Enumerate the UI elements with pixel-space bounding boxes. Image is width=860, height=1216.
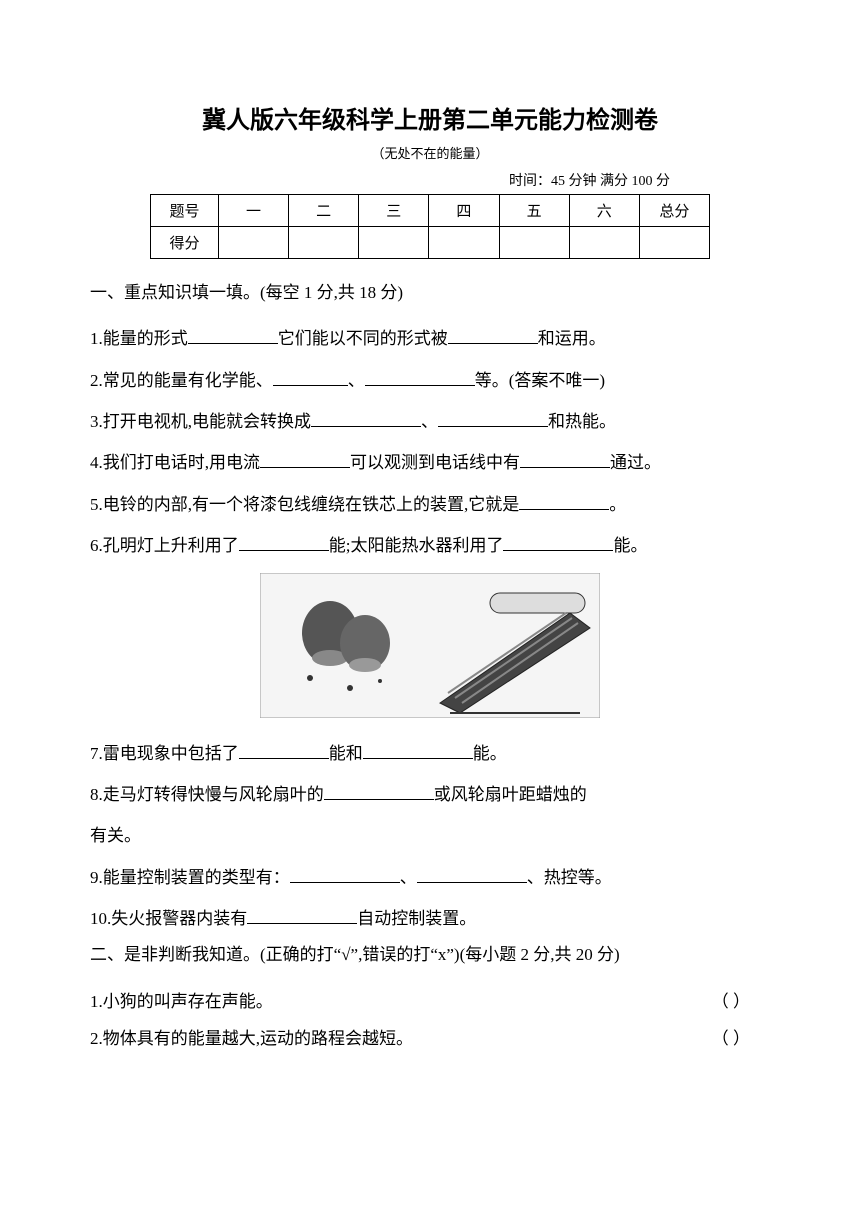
q-text: 它们能以不同的形式被	[278, 329, 448, 348]
score-cell	[359, 227, 429, 259]
q-text: 或风轮扇叶距蜡烛的	[434, 785, 587, 804]
col-header: 二	[289, 195, 359, 227]
blank	[503, 534, 613, 551]
q-text: 、	[421, 412, 438, 431]
blank	[324, 783, 434, 800]
q-text: 、	[400, 868, 417, 887]
q8: 8.走马灯转得快慢与风轮扇叶的 或风轮扇叶距蜡烛的	[90, 776, 770, 813]
score-cell	[639, 227, 709, 259]
tf-paren: （ ）	[712, 983, 770, 1020]
q4: 4.我们打电话时,用电流 可以观测到电话线中有 通过。	[90, 444, 770, 481]
q8-cont: 有关。	[90, 817, 770, 854]
blank	[365, 369, 475, 386]
section2-heading: 二、是非判断我知道。(正确的打“√”,错误的打“x”)(每小题 2 分,共 20…	[90, 941, 770, 968]
q-text: 7.雷电现象中包括了	[90, 744, 239, 763]
q-text: 10.失火报警器内装有	[90, 909, 247, 928]
tf-text: 1.小狗的叫声存在声能。	[90, 983, 273, 1020]
q2: 2.常见的能量有化学能、 、 等。(答案不唯一)	[90, 362, 770, 399]
q-text: 和运用。	[538, 329, 606, 348]
col-header: 三	[359, 195, 429, 227]
row-label: 得分	[151, 227, 219, 259]
col-header: 六	[569, 195, 639, 227]
col-header: 一	[218, 195, 288, 227]
q-text: 等。(答案不唯一)	[475, 371, 605, 390]
q-text: 3.打开电视机,电能就会转换成	[90, 412, 311, 431]
blank	[247, 907, 357, 924]
q-text: 。	[609, 495, 626, 514]
tf2: 2.物体具有的能量越大,运动的路程会越短。 （ ）	[90, 1020, 770, 1057]
q-text: 能。	[613, 536, 647, 555]
q-text: 、热控等。	[527, 868, 612, 887]
score-cell	[289, 227, 359, 259]
q-text: 能;太阳能热水器利用了	[329, 536, 504, 555]
blank	[520, 451, 610, 468]
q6: 6.孔明灯上升利用了 能;太阳能热水器利用了 能。	[90, 527, 770, 564]
blank	[239, 534, 329, 551]
blank	[448, 327, 538, 344]
q5: 5.电铃的内部,有一个将漆包线缠绕在铁芯上的装置,它就是 。	[90, 486, 770, 523]
q3: 3.打开电视机,电能就会转换成 、 和热能。	[90, 403, 770, 440]
q-text: 、	[348, 371, 365, 390]
blank	[311, 410, 421, 427]
q1: 1.能量的形式 它们能以不同的形式被 和运用。	[90, 320, 770, 357]
section1-heading: 一、重点知识填一填。(每空 1 分,共 18 分)	[90, 279, 770, 306]
blank	[519, 493, 609, 510]
blank	[260, 451, 350, 468]
score-cell	[569, 227, 639, 259]
q-text: 8.走马灯转得快慢与风轮扇叶的	[90, 785, 324, 804]
blank	[363, 742, 473, 759]
q-text: 能和	[329, 744, 363, 763]
blank	[188, 327, 278, 344]
col-header: 五	[499, 195, 569, 227]
q-text: 可以观测到电话线中有	[350, 453, 520, 472]
tf-paren: （ ）	[712, 1020, 770, 1057]
q10: 10.失火报警器内装有 自动控制装置。	[90, 900, 770, 937]
blank	[290, 866, 400, 883]
q-text: 和热能。	[548, 412, 616, 431]
score-table: 题号 一 二 三 四 五 六 总分 得分	[150, 194, 710, 259]
blank	[239, 742, 329, 759]
q7: 7.雷电现象中包括了 能和 能。	[90, 735, 770, 772]
q-text: 通过。	[610, 453, 661, 472]
exam-title: 冀人版六年级科学上册第二单元能力检测卷	[90, 100, 770, 135]
q-text: 9.能量控制装置的类型有：	[90, 868, 290, 887]
exam-timing: 时间：45 分钟 满分 100 分	[90, 170, 770, 190]
table-row: 得分	[151, 227, 710, 259]
q-text: 有关。	[90, 826, 141, 845]
blank	[438, 410, 548, 427]
q-text: 5.电铃的内部,有一个将漆包线缠绕在铁芯上的装置,它就是	[90, 495, 519, 514]
lantern-solar-illustration	[260, 573, 600, 718]
col-header: 总分	[639, 195, 709, 227]
exam-subtitle: （无处不在的能量）	[90, 143, 770, 162]
score-cell	[499, 227, 569, 259]
q-text: 能。	[473, 744, 507, 763]
q-text: 6.孔明灯上升利用了	[90, 536, 239, 555]
q9: 9.能量控制装置的类型有： 、 、热控等。	[90, 859, 770, 896]
col-header: 四	[429, 195, 499, 227]
illustration-row	[90, 573, 770, 723]
q-text: 2.常见的能量有化学能、	[90, 371, 273, 390]
q-text: 1.能量的形式	[90, 329, 188, 348]
q-text: 自动控制装置。	[357, 909, 476, 928]
table-row: 题号 一 二 三 四 五 六 总分	[151, 195, 710, 227]
row-label: 题号	[151, 195, 219, 227]
tf-text: 2.物体具有的能量越大,运动的路程会越短。	[90, 1020, 413, 1057]
blank	[273, 369, 348, 386]
q-text: 4.我们打电话时,用电流	[90, 453, 260, 472]
tf1: 1.小狗的叫声存在声能。 （ ）	[90, 983, 770, 1020]
blank	[417, 866, 527, 883]
score-cell	[429, 227, 499, 259]
score-cell	[218, 227, 288, 259]
